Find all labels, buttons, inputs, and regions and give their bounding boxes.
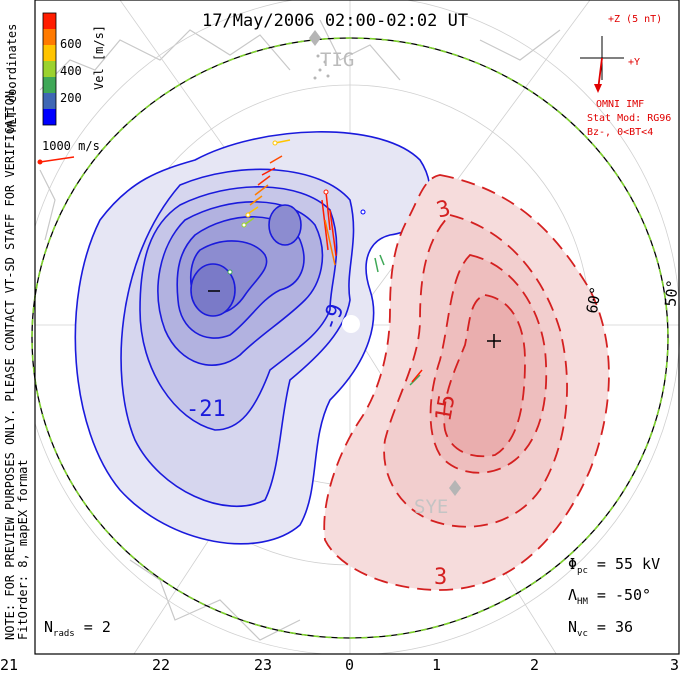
colorbar-tick-600: 600 <box>60 37 82 51</box>
plot-frame <box>34 0 680 655</box>
svg-text:Φpc = 55 kV: Φpc = 55 kV <box>568 555 660 576</box>
imf-line-3: Bz-, 0<BT<4 <box>587 127 653 138</box>
mlt-tick-0: 0 <box>345 656 354 674</box>
colorbar-tick-200: 200 <box>60 91 82 105</box>
vector-origins <box>37 140 366 275</box>
imf-line-2: Stat Mod: RG96 <box>587 113 671 124</box>
sye-marker <box>449 480 461 496</box>
imf-line-1: OMNI IMF <box>596 99 644 110</box>
hm-boundary-dash <box>31 37 669 639</box>
imf-clock <box>580 36 624 93</box>
coastlines <box>39 19 561 641</box>
stat-phi-pc: 55 kV <box>615 555 660 573</box>
pole-marker <box>342 315 360 333</box>
stat-n-rads: 2 <box>102 618 111 636</box>
station-tig: TIG <box>320 49 354 71</box>
stats-block: Φpc = 55 kV ΛHM = -50° Nvc = 36 Nrads = … <box>44 555 660 639</box>
coords-label: MLT coordinates <box>5 24 19 132</box>
velocity-colorbar <box>42 12 57 126</box>
mlt-tick-23: 23 <box>254 656 272 674</box>
mlt-tick-2: 2 <box>530 656 539 674</box>
colorbar-label: Vel [m/s] <box>92 25 106 90</box>
stat-lambda-hm: -50° <box>615 586 651 604</box>
mlt-tick-1: 1 <box>432 656 441 674</box>
mlt-tick-3: 3 <box>670 656 679 674</box>
contour-label-pos3-bottom: 3 <box>434 565 447 590</box>
mlt-axis: 21 22 23 0 1 2 3 <box>0 656 679 674</box>
colorbar-tick-400: 400 <box>60 64 82 78</box>
contour-label-neg21: -21 <box>186 397 226 422</box>
reference-vector-label: 1000 m/s <box>42 139 100 153</box>
preview-note: NOTE: FOR PREVIEW PURPOSES ONLY. PLEASE … <box>3 84 17 640</box>
lat-label-60: 60° <box>583 285 605 315</box>
tig-marker <box>309 30 321 46</box>
svg-text:Nvc = 36: Nvc = 36 <box>568 618 633 639</box>
contour-label-pos3-top: 3 <box>434 196 453 224</box>
positive-cell <box>323 174 610 591</box>
mlt-tick-22: 22 <box>152 656 170 674</box>
stat-n-vc: 36 <box>615 618 633 636</box>
imf-z-label: +Z (5 nT) <box>608 14 662 25</box>
imf-y-label: +Y <box>628 57 640 68</box>
station-sye: SYE <box>414 496 448 518</box>
stations <box>309 30 461 496</box>
lat-label-50: 50° <box>661 279 680 308</box>
negative-cell <box>74 131 431 545</box>
svg-text:Nrads = 2: Nrads = 2 <box>44 618 111 639</box>
map-title: 17/May/2006 02:00-02:02 UT <box>202 11 468 31</box>
svg-text:ΛHM = -50°: ΛHM = -50° <box>568 586 651 607</box>
contour-label-pos15: 15 <box>431 393 460 423</box>
velocity-vectors <box>39 139 423 386</box>
mlt-tick-21: 21 <box>0 656 18 674</box>
fitorder-note: FitOrder: 8, mapEX format <box>16 459 30 640</box>
